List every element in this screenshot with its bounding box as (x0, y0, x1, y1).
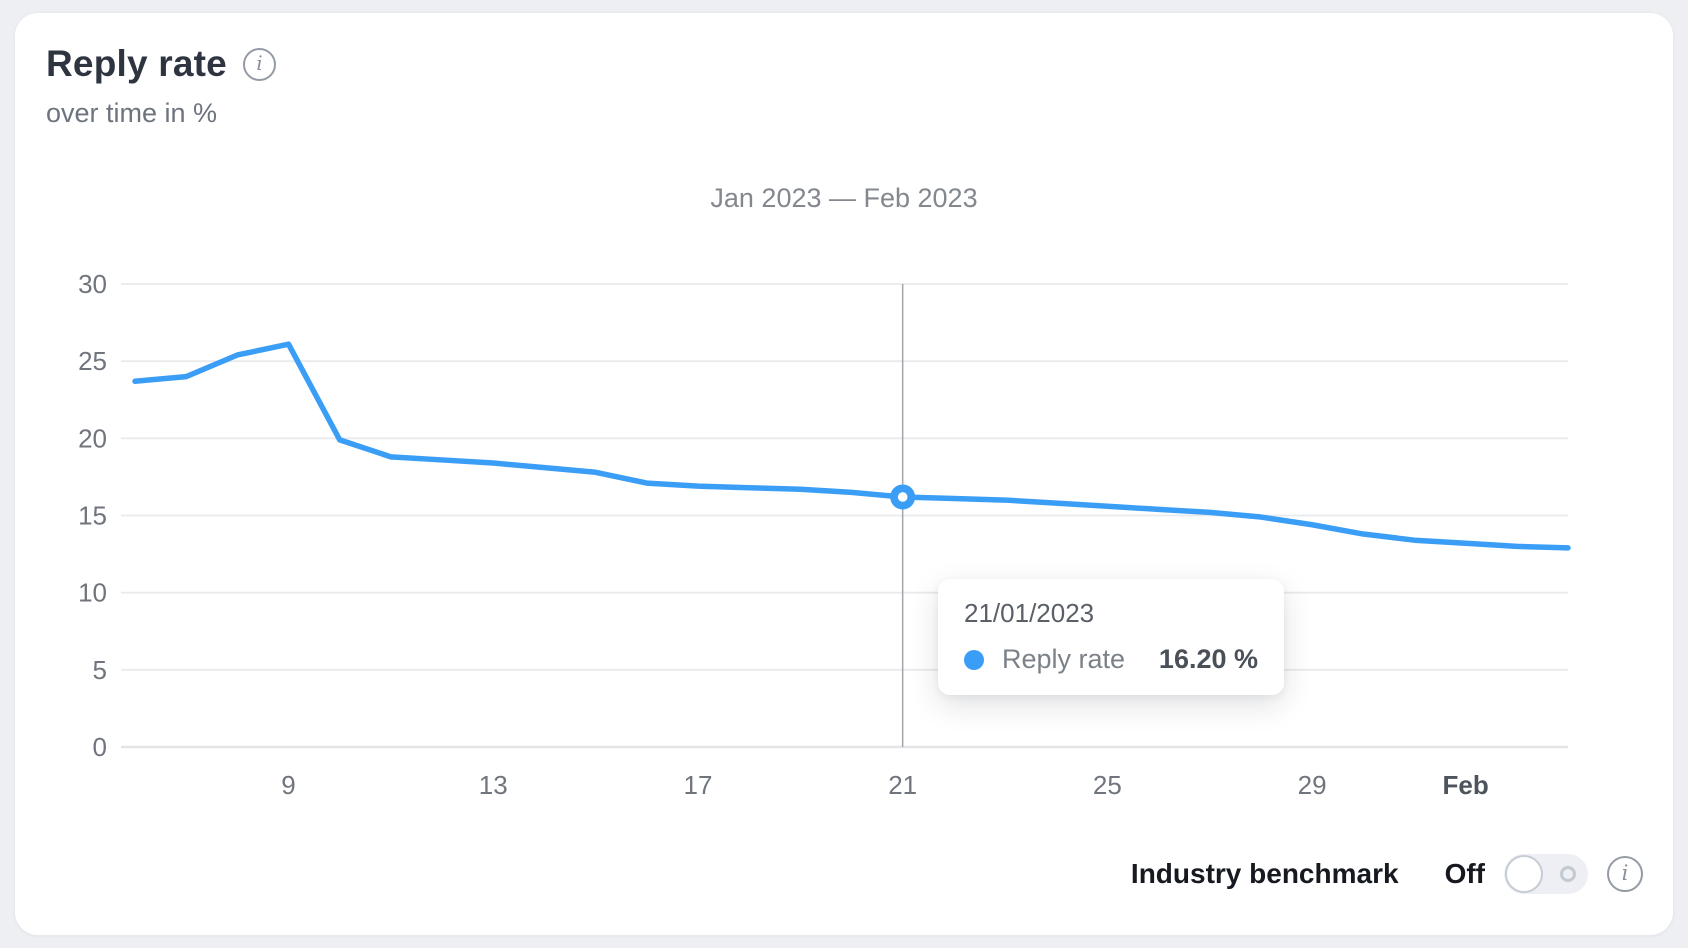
highlight-point-center (897, 492, 908, 502)
x-tick-label: 17 (684, 770, 713, 800)
industry-benchmark-toggle[interactable] (1504, 854, 1588, 894)
tooltip-series-label: Reply rate (1002, 644, 1126, 674)
card-subtitle: over time in % (46, 98, 218, 128)
tooltip-series-value: 16.20 % (1158, 644, 1258, 674)
x-tick-label: Feb (1443, 770, 1489, 800)
x-tick-label: 9 (281, 770, 295, 800)
y-tick-label: 5 (93, 655, 107, 685)
y-tick-label: 25 (78, 346, 107, 376)
reply-rate-card: Reply rate i over time in % Jan 2023 — F… (14, 12, 1674, 936)
industry-benchmark-label: Industry benchmark (1130, 858, 1399, 889)
y-tick-label: 30 (78, 269, 107, 299)
info-icon-glyph: i (1621, 860, 1629, 885)
industry-benchmark-row: Industry benchmark Off i (1131, 852, 1643, 896)
benchmark-info-icon[interactable]: i (1607, 856, 1643, 892)
card-header: Reply rate i over time in % (46, 43, 276, 129)
y-tick-label: 15 (78, 501, 107, 531)
toggle-knob-icon (1505, 855, 1543, 893)
info-icon[interactable]: i (242, 47, 276, 81)
reply-rate-line (132, 341, 1571, 551)
tooltip-series-dot (964, 649, 984, 670)
y-tick-label: 20 (78, 423, 107, 453)
chart-tooltip: 21/01/2023 Reply rate 16.20 % (938, 579, 1284, 695)
x-tick-label: 13 (479, 770, 508, 800)
toggle-off-ring-icon (1560, 866, 1576, 882)
chart-plot-area[interactable]: 0 5 10 15 20 25 30 9 13 17 21 25 29 Feb (15, 13, 1675, 937)
y-tick-label: 0 (93, 732, 107, 762)
x-tick-label: 29 (1298, 770, 1327, 800)
x-tick-label: 25 (1093, 770, 1122, 800)
benchmark-state-label: Off (1444, 858, 1485, 889)
info-icon-glyph: i (256, 51, 263, 75)
y-tick-label: 10 (78, 578, 107, 608)
page-title: Reply rate (46, 43, 227, 84)
tooltip-date: 21/01/2023 (964, 598, 1095, 628)
chart-date-range-title: Jan 2023 — Feb 2023 (710, 183, 978, 213)
x-tick-label: 21 (888, 770, 917, 800)
